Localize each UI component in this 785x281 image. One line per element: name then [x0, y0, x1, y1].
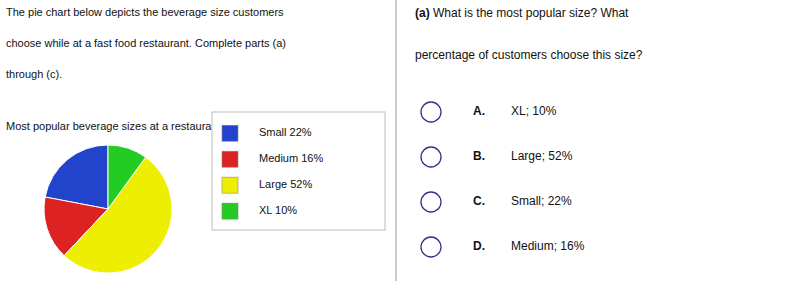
- legend-label: XL 10%: [259, 204, 297, 216]
- option-letter: D.: [473, 239, 485, 253]
- divider: [396, 0, 397, 281]
- option-text: Medium; 16%: [511, 239, 585, 253]
- pie: [44, 145, 172, 273]
- option-radio[interactable]: [421, 192, 441, 212]
- option-text: Small; 22%: [511, 194, 572, 208]
- question-line: (a) What is the most popular size? What: [415, 6, 629, 20]
- intro-text: through (c).: [6, 68, 62, 80]
- legend-swatch: [222, 177, 238, 193]
- legend-swatch: [222, 203, 238, 219]
- legend-label: Small 22%: [259, 126, 312, 138]
- option-letter: A.: [473, 104, 485, 118]
- option-text: Large; 52%: [511, 149, 573, 163]
- question-part: What is the most popular size? What: [430, 6, 629, 20]
- chart-title: Most popular beverage sizes at a restaur…: [6, 120, 221, 132]
- question-line: percentage of customers choose this size…: [415, 48, 643, 62]
- chart-root: The pie chart below depicts the beverage…: [0, 0, 785, 281]
- legend-swatch: [222, 151, 238, 167]
- legend-box: [212, 112, 385, 230]
- option-text: XL; 10%: [511, 104, 557, 118]
- option-letter: B.: [473, 149, 485, 163]
- legend-label: Large 52%: [259, 178, 312, 190]
- legend-label: Medium 16%: [259, 152, 323, 164]
- option-radio[interactable]: [421, 102, 441, 122]
- intro-text: choose while at a fast food restaurant. …: [6, 37, 286, 49]
- question-part: (a): [415, 6, 430, 20]
- option-radio[interactable]: [421, 237, 441, 257]
- intro-text: The pie chart below depicts the beverage…: [6, 6, 284, 18]
- pie-slice: [108, 145, 146, 209]
- option-radio[interactable]: [421, 147, 441, 167]
- legend-swatch: [222, 125, 238, 141]
- legend: Small 22% Medium 16% Large 52% XL 10%: [212, 112, 385, 230]
- option-letter: C.: [473, 194, 485, 208]
